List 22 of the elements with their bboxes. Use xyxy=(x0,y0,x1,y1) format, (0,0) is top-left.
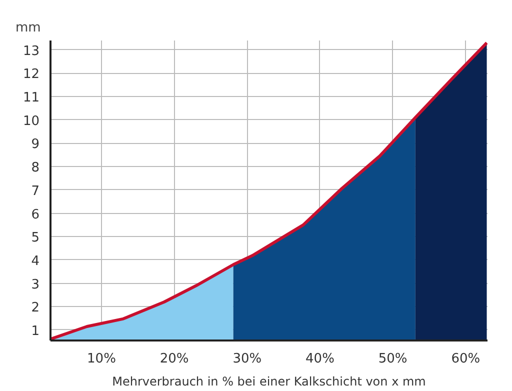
y-tick-label: 2 xyxy=(31,300,40,316)
y-tick-label: 5 xyxy=(31,230,40,246)
y-tick-label: 11 xyxy=(22,90,40,106)
x-tick-label: 50% xyxy=(378,352,408,366)
y-tick-label: 9 xyxy=(31,137,40,152)
y-tick-label: 4 xyxy=(31,254,40,269)
y-tick-label: 8 xyxy=(31,160,40,176)
y-tick-label: 3 xyxy=(31,277,40,292)
y-tick-label: 12 xyxy=(22,67,40,82)
x-tick-label: 30% xyxy=(232,352,262,366)
y-tick-label: 1 xyxy=(31,324,40,339)
x-axis-title: Mehrverbrauch in % bei einer Kalkschicht von x mm xyxy=(112,374,426,388)
y-tick-label: 6 xyxy=(31,207,40,222)
x-tick-label: 40% xyxy=(306,352,334,366)
line-series xyxy=(50,41,488,340)
x-tick-label: 20% xyxy=(160,352,189,366)
x-tick-label: 60% xyxy=(451,352,480,366)
y-axis-title: mm xyxy=(16,20,41,36)
y-tick-label: 10 xyxy=(22,114,40,129)
x-tick-label: 10% xyxy=(87,352,116,366)
y-tick-label: 7 xyxy=(31,184,40,199)
y-tick-label: 13 xyxy=(22,44,40,59)
